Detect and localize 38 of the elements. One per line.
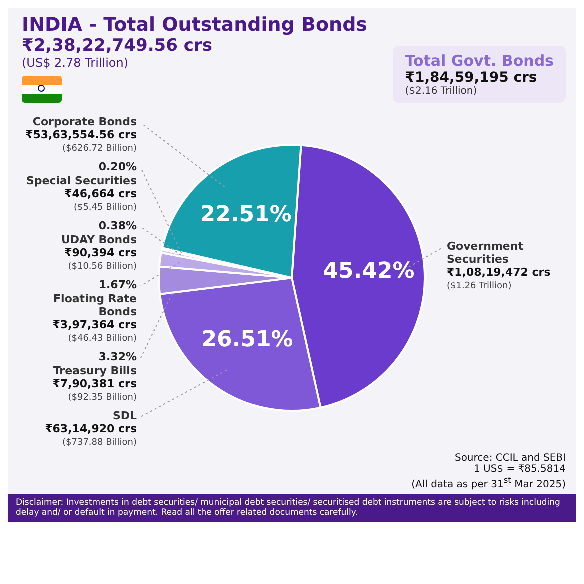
- data-label: 45.42%: [323, 259, 415, 284]
- text: ($46.43 Billion): [68, 334, 137, 344]
- slice-label: Corporate Bonds: [32, 115, 138, 128]
- text: (All data as per 31$^{st}$ Mar 2025): [410, 475, 566, 490]
- data-label: 26.51%: [202, 328, 294, 353]
- text: ₹63,14,920 crs: [45, 422, 137, 436]
- text: Total Govt. Bonds: [405, 52, 554, 70]
- text: ($2.16 Trillion): [405, 86, 478, 97]
- text: ($1.26 Trillion): [447, 282, 512, 292]
- text: (US$ 2.78 Trillion): [22, 56, 130, 70]
- text: ($626.72 Billion): [62, 144, 137, 154]
- text: ($10.56 Billion): [68, 262, 137, 272]
- chart-title: INDIA - Total Outstanding Bonds: [22, 14, 368, 36]
- text: ($92.35 Billion): [68, 392, 137, 403]
- slice-label: Special Securities: [26, 174, 138, 188]
- data-label: 22.51%: [200, 202, 292, 228]
- slice-label: Treasury Bills: [53, 364, 138, 378]
- text: ₹7,90,381 crs: [52, 377, 137, 390]
- text: ($5.45 Billion): [74, 202, 137, 213]
- text: ₹1,84,59,195 crs: [405, 70, 538, 86]
- slice-label: Government Securities: [447, 240, 524, 266]
- slice-label: UDAY Bonds: [61, 233, 138, 246]
- text: 1 US$ = ₹85.5814: [472, 464, 566, 475]
- text: ($737.88 Billion): [62, 438, 137, 448]
- text: ₹3,97,364 crs: [52, 318, 137, 332]
- data-label: 3.32%: [98, 350, 137, 364]
- slice-label: Floating Rate Bonds: [54, 292, 138, 318]
- text: ₹1,08,19,472 crs: [447, 266, 551, 280]
- text: ₹90,394 crs: [64, 246, 137, 260]
- text: Disclaimer: Investments in debt securities/ municipal debt securities/ securitised debt instruments are subject to risks including delay and/ or default in payment. Read all the offer related documents carefully.: [16, 498, 562, 518]
- data-label: 0.38%: [98, 219, 137, 232]
- data-label: 0.20%: [98, 160, 137, 174]
- data-label: 1.67%: [98, 278, 137, 292]
- chart-subtitle: ₹2,38,22,749.56 crs: [22, 36, 214, 56]
- source-note: Source: CCIL and SEBI: [454, 453, 566, 464]
- slice-label: SDL: [112, 409, 137, 422]
- text: ₹46,664 crs: [64, 187, 137, 200]
- text: ₹53,63,554.56 crs: [26, 128, 137, 142]
